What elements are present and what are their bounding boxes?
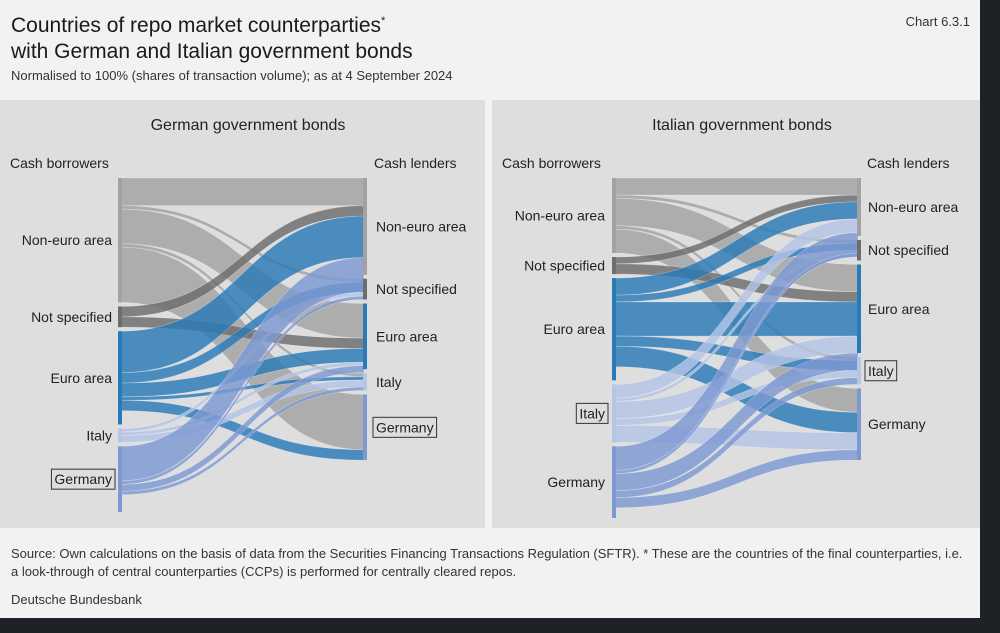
chart-card: Countries of repo market counterparties*… — [0, 0, 980, 618]
source-label-not-specified: Not specified — [524, 258, 605, 274]
source-label-italy: Italy — [579, 405, 605, 421]
target-label-germany: Germany — [376, 419, 434, 435]
target-highlight-box — [372, 416, 438, 438]
target-label-italy: Italy — [376, 374, 402, 390]
target-node-germany — [857, 388, 861, 461]
source-note: Source: Own calculations on the basis of… — [11, 546, 963, 579]
target-label-non-euro-area: Non-euro area — [376, 218, 466, 234]
target-node-euro-area — [857, 264, 861, 354]
target-node-non-euro-area — [857, 178, 861, 236]
source-label-euro-area: Euro area — [544, 321, 606, 337]
source-node-germany — [118, 446, 122, 512]
chart-number: Chart 6.3.1 — [905, 14, 970, 29]
target-label-euro-area: Euro area — [868, 301, 930, 317]
target-label-italy: Italy — [868, 363, 894, 379]
left-axis-label: Cash borrowers — [10, 155, 109, 171]
title-line-1: Countries of repo market counterparties — [11, 14, 382, 37]
publisher-name: Deutsche Bundesbank — [11, 592, 142, 607]
flows — [120, 177, 365, 496]
target-label-not-specified: Not specified — [376, 281, 457, 297]
target-node-italy — [363, 373, 367, 391]
source-node-non-euro-area — [612, 178, 616, 254]
target-node-italy — [857, 357, 861, 385]
left-axis-label: Cash borrowers — [502, 155, 601, 171]
panel-title: Italian government bonds — [652, 117, 832, 134]
source-node-not-specified — [612, 257, 616, 275]
source-label-italy: Italy — [86, 427, 112, 443]
source-label-non-euro-area: Non-euro area — [22, 232, 112, 248]
panel-german-bonds: German government bonds Cash borrowers Cas… — [0, 100, 485, 528]
flow-germany-to-not-specified — [120, 295, 365, 485]
panel-italian-bonds: Italian government bonds Cash borrowers Ca… — [492, 100, 980, 528]
target-node-euro-area — [363, 303, 367, 370]
source-node-germany — [612, 446, 616, 518]
target-node-non-euro-area — [363, 178, 367, 275]
flow-germany-to-euro-area — [120, 365, 365, 492]
source-highlight-box — [50, 468, 116, 490]
flow-non-euro-area-to-non-euro-area — [614, 177, 859, 196]
source-highlight-box — [575, 402, 609, 424]
sankey-german-bonds: German government bonds Cash borrowers Cas… — [10, 117, 466, 512]
source-label-not-specified: Not specified — [31, 309, 112, 325]
target-highlight-box — [864, 360, 898, 382]
source-node-not-specified — [118, 306, 122, 328]
flows — [614, 177, 859, 509]
source-node-euro-area — [118, 331, 122, 425]
target-label-non-euro-area: Non-euro area — [868, 199, 958, 215]
source-label-germany: Germany — [54, 471, 112, 487]
panel-title: German government bonds — [151, 117, 346, 134]
target-label-germany: Germany — [868, 416, 926, 432]
source-label-non-euro-area: Non-euro area — [515, 208, 605, 224]
target-node-germany — [363, 394, 367, 461]
target-node-not-specified — [363, 278, 367, 300]
right-axis-label: Cash lenders — [374, 155, 457, 171]
chart-subtitle: Normalised to 100% (shares of transactio… — [11, 68, 453, 83]
source-node-italy — [118, 428, 122, 443]
target-label-not-specified: Not specified — [868, 242, 949, 258]
source-node-euro-area — [612, 278, 616, 381]
sankey-italian-bonds: Italian government bonds Cash borrowers Ca… — [502, 117, 958, 518]
source-label-euro-area: Euro area — [51, 370, 113, 386]
title-line-2: with German and Italian government bonds — [11, 40, 413, 63]
source-node-italy — [612, 384, 616, 443]
target-label-euro-area: Euro area — [376, 328, 438, 344]
flow-non-euro-area-to-non-euro-area — [120, 177, 365, 206]
chart-title: Countries of repo market counterparties*… — [11, 8, 711, 65]
target-node-not-specified — [857, 239, 861, 261]
source-label-germany: Germany — [547, 474, 605, 490]
source-node-non-euro-area — [118, 178, 122, 303]
title-footnote-mark: * — [381, 15, 386, 27]
right-axis-label: Cash lenders — [867, 155, 950, 171]
